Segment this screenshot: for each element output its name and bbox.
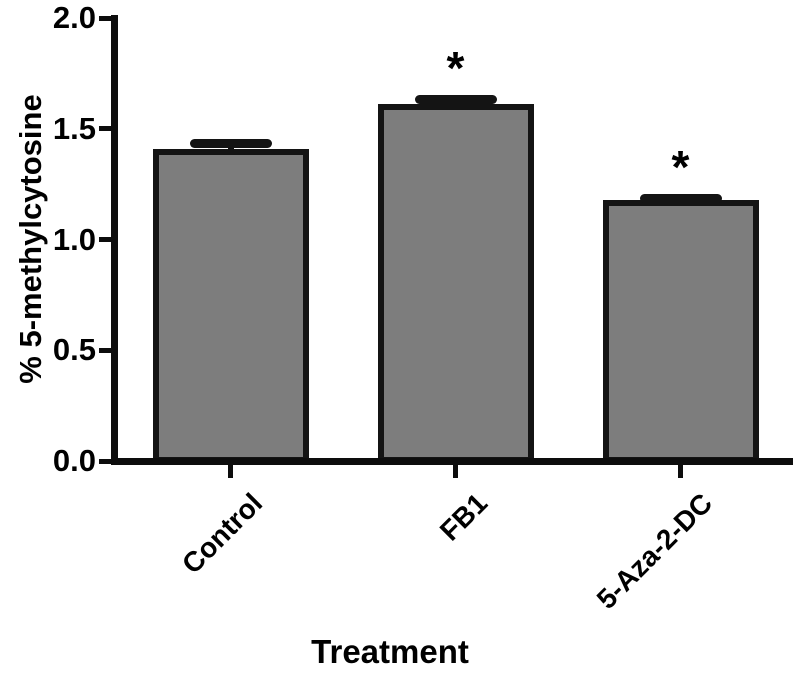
y-tick-mark xyxy=(99,458,111,464)
y-axis-line xyxy=(111,15,118,465)
y-tick-label: 1.5 xyxy=(52,110,96,146)
y-tick-mark xyxy=(99,126,111,132)
y-tick-mark xyxy=(99,237,111,242)
x-tick-mark xyxy=(453,461,458,478)
y-tick-mark xyxy=(99,15,111,21)
y-tick-label: 0.0 xyxy=(52,443,96,478)
bar xyxy=(377,104,534,463)
y-tick-mark xyxy=(99,347,111,353)
y-tick-label: 0.5 xyxy=(52,332,96,368)
error-bar-cap xyxy=(639,194,722,204)
x-axis-line xyxy=(111,458,793,465)
error-bar-cap xyxy=(414,94,497,104)
significance-star: * xyxy=(671,141,690,194)
bar xyxy=(602,199,759,463)
bar xyxy=(152,148,309,463)
error-bar-cap xyxy=(189,138,272,148)
x-tick-mark xyxy=(228,461,233,478)
y-tick-label: 1.0 xyxy=(52,221,96,257)
y-tick-label: 2.0 xyxy=(52,0,96,35)
significance-star: * xyxy=(446,41,465,94)
x-tick-mark xyxy=(678,461,683,478)
x-tick-label: Control xyxy=(175,487,268,580)
x-axis-title: Treatment xyxy=(311,633,469,670)
